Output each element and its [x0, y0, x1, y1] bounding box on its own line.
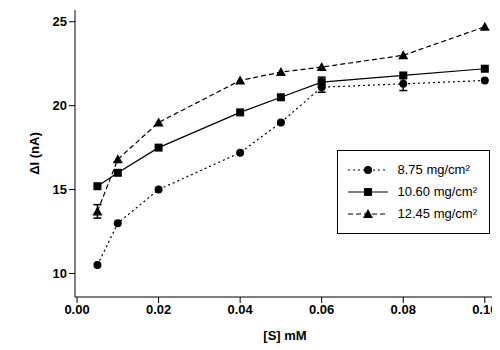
svg-text:15: 15 — [53, 182, 67, 197]
html-text:8.75 mg/cm²: 8.75 mg/cm² — [397, 162, 470, 177]
svg-text:0.02: 0.02 — [146, 302, 171, 317]
html-text:10.60 mg/cm²: 10.60 mg/cm² — [397, 184, 477, 199]
svg-text:0.06: 0.06 — [309, 302, 334, 317]
svg-text:10: 10 — [53, 266, 67, 281]
svg-text:20: 20 — [53, 98, 67, 113]
svg-text:0.00: 0.00 — [64, 302, 89, 317]
svg-text:25: 25 — [53, 14, 67, 29]
svg-text:0.10: 0.10 — [472, 302, 492, 317]
svg-text:0.04: 0.04 — [227, 302, 253, 317]
svg-text:ΔI (nA): ΔI (nA) — [27, 132, 42, 175]
svg-text:0.08: 0.08 — [391, 302, 416, 317]
html-text:12.45 mg/cm²: 12.45 mg/cm² — [397, 206, 477, 221]
svg-text:[S] mM: [S] mM — [263, 328, 306, 343]
